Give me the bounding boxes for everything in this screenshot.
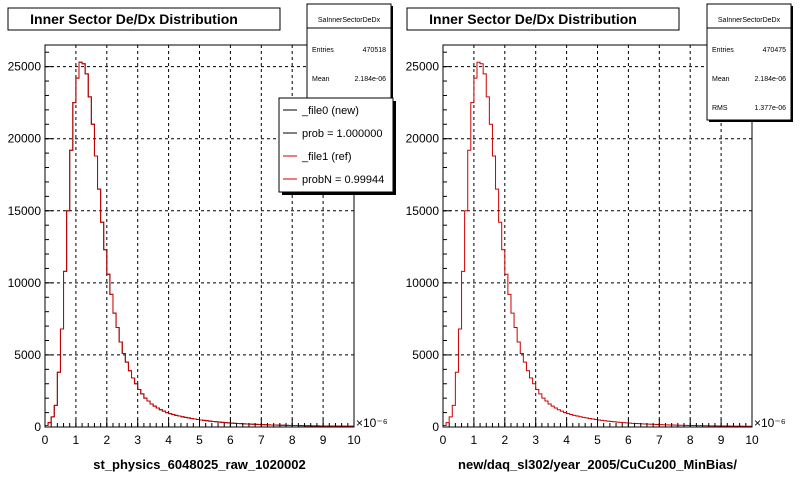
chart-title: Inner Sector De/Dx Distribution <box>429 11 637 27</box>
x-tick-label: 0 <box>42 433 49 447</box>
chart-title: Inner Sector De/Dx Distribution <box>30 11 238 27</box>
grid-lines <box>45 45 354 427</box>
grid-lines <box>443 45 752 427</box>
x-axis-title: st_physics_6048025_raw_1020002 <box>93 457 306 472</box>
x-axis-ticks: 0 1 2 3 4 5 6 7 8 9 10 <box>42 419 361 447</box>
x-tick-label: 6 <box>625 433 632 447</box>
x-tick-label: 3 <box>134 433 141 447</box>
x-tick-label: 4 <box>165 433 172 447</box>
stats-box: SaInnerSectorDeDx Entries 470475 Mean 2.184e… <box>706 3 793 122</box>
x-tick-label: 10 <box>745 433 759 447</box>
y-axis-ticks: 0 5000 10000 15000 20000 25000 <box>406 51 451 434</box>
stats-name: SaInnerSectorDeDx <box>318 17 381 24</box>
x-tick-label: 4 <box>563 433 570 447</box>
x-tick-label: 1 <box>73 433 80 447</box>
y-tick-label: 0 <box>432 420 439 434</box>
x-tick-label: 5 <box>594 433 601 447</box>
x-tick-label: 0 <box>440 433 447 447</box>
y-tick-label: 15000 <box>406 204 440 218</box>
y-tick-label: 5000 <box>14 348 41 362</box>
y-tick-label: 5000 <box>412 348 439 362</box>
stats-value: 2.184e-06 <box>354 76 386 83</box>
stats-label: RMS <box>712 105 728 112</box>
stats-box: SaInnerSectorDeDx Entries 470518 Mean 2.184e… <box>306 3 393 104</box>
x-tick-label: 7 <box>656 433 663 447</box>
stats-label: Mean <box>312 76 330 83</box>
stats-value: 470518 <box>363 47 386 54</box>
stats-value: 1.377e-06 <box>754 105 786 112</box>
legend-entry: prob = 1.000000 <box>302 128 382 140</box>
x-tick-label: 9 <box>718 433 725 447</box>
legend-entry: _file1 (ref) <box>301 151 352 163</box>
stats-label: Entries <box>712 47 734 54</box>
y-tick-label: 25000 <box>8 60 42 74</box>
histogram-panel-right: 0 1 2 3 4 5 6 7 8 9 10 0 5000 10000 15000 20000 25000 ×… <box>406 3 793 472</box>
x-tick-label: 7 <box>258 433 265 447</box>
stats-label: Mean <box>712 76 730 83</box>
stats-name: SaInnerSectorDeDx <box>718 17 781 24</box>
y-tick-label: 15000 <box>8 204 42 218</box>
y-tick-label: 10000 <box>8 276 42 290</box>
x-tick-label: 9 <box>320 433 327 447</box>
x-axis-ticks: 0 1 2 3 4 5 6 7 8 9 10 <box>440 419 759 447</box>
histogram-panel-left: 0 1 2 3 4 5 6 7 8 9 10 0 5000 10000 15000 20000 25000 ×… <box>7 3 396 472</box>
y-tick-label: 10000 <box>406 276 440 290</box>
x-exponent-label: ×10⁻⁶ <box>754 416 786 430</box>
x-tick-label: 5 <box>196 433 203 447</box>
y-tick-label: 20000 <box>8 132 42 146</box>
x-tick-label: 2 <box>103 433 110 447</box>
y-tick-label: 0 <box>34 420 41 434</box>
x-tick-label: 8 <box>289 433 296 447</box>
stats-value: 470475 <box>763 47 786 54</box>
stats-label: Entries <box>312 47 334 54</box>
x-tick-label: 1 <box>471 433 478 447</box>
y-axis-ticks: 0 5000 10000 15000 20000 25000 <box>8 51 53 434</box>
x-tick-label: 3 <box>532 433 539 447</box>
x-tick-label: 6 <box>227 433 234 447</box>
title-box: Inner Sector De/Dx Distribution <box>406 7 680 31</box>
y-tick-label: 20000 <box>406 132 440 146</box>
stats-value: 2.184e-06 <box>754 76 786 83</box>
title-box: Inner Sector De/Dx Distribution <box>7 7 281 31</box>
legend-box: _file0 (new) prob = 1.000000 _file1 (ref) p… <box>278 97 396 195</box>
x-tick-label: 8 <box>687 433 694 447</box>
legend-entry: probN = 0.99944 <box>302 174 384 186</box>
x-tick-label: 10 <box>347 433 361 447</box>
x-tick-label: 2 <box>501 433 508 447</box>
x-exponent-label: ×10⁻⁶ <box>356 416 388 430</box>
y-tick-label: 25000 <box>406 60 440 74</box>
x-axis-title: new/daq_sl302/year_2005/CuCu200_MinBias/ <box>458 457 737 472</box>
legend-entry: _file0 (new) <box>301 105 359 117</box>
